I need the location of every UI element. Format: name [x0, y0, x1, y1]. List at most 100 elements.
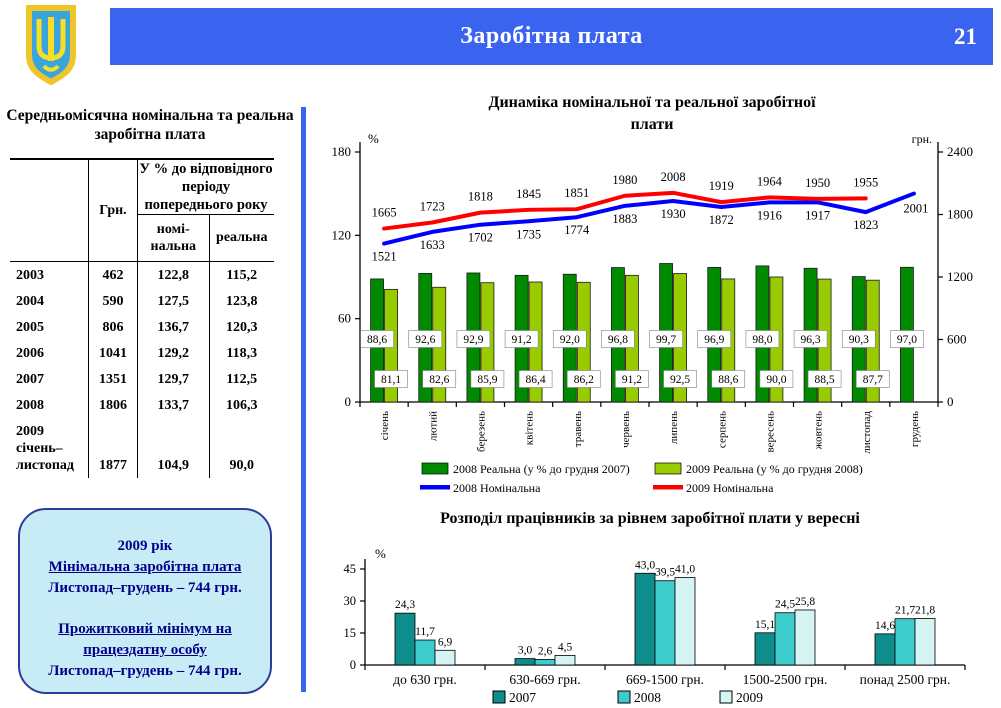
bar-label: 91,2	[512, 334, 532, 346]
cell-year: 2005	[16, 320, 44, 335]
bar	[754, 632, 776, 666]
line	[382, 190, 868, 231]
corner-cell	[10, 159, 89, 262]
y-axis-unit-label: %	[375, 546, 386, 561]
category-label: 630-669 грн.	[509, 672, 580, 687]
bar-label-box	[855, 370, 890, 388]
month-label: лютий	[427, 411, 439, 441]
category-labels: до 630 грн. 630-669 грн. 669-1500 грн. 1500…	[393, 672, 950, 687]
cell-real: 115,2	[209, 261, 274, 288]
line-label: 1818	[468, 190, 493, 204]
bar-label-box	[422, 370, 457, 388]
minimum-wage-info-box: 2009 рік Мінімальна заробітна плата Лист…	[18, 508, 272, 694]
bar-label: 39,5	[655, 567, 675, 579]
bar	[654, 580, 676, 666]
y-axis-tick-label: 45	[344, 562, 357, 576]
legend-line-swatch	[653, 485, 683, 490]
cell-nominal: 133,7	[137, 392, 210, 418]
line	[382, 191, 916, 246]
left-axis-unit-label: %	[368, 131, 379, 146]
month-label: квітень	[524, 411, 536, 445]
cell-hrn: 1877	[88, 418, 138, 478]
avg-wage-table: Грн. У % до відповідного періоду поперед…	[10, 158, 274, 478]
left-axis-tick-label: 60	[338, 311, 351, 326]
bar-label: 21,7	[895, 605, 915, 617]
bar-label-box	[518, 370, 553, 388]
bar-label: 24,5	[775, 599, 795, 611]
line-label: 2001	[903, 202, 928, 216]
month-labels: січень лютий березень квітень травень червень…	[379, 411, 921, 454]
category-label: 669-1500 грн.	[626, 672, 704, 687]
right-axis-tick-label: 1200	[947, 269, 973, 284]
table-row: 2006 1041 129,2 118,3	[10, 340, 274, 366]
month-label: жовтень	[813, 411, 825, 450]
legend: 2008 Реальна (у % до грудня 2007) 2009 Ре…	[420, 462, 863, 495]
bar-label-box	[759, 370, 794, 388]
bar-label: 97,0	[897, 334, 917, 346]
category-label: понад 2500 грн.	[860, 672, 951, 687]
bar-label-box	[360, 330, 394, 348]
line-label: 1851	[564, 186, 589, 200]
bar-label-box	[456, 330, 491, 348]
table-row: 2007 1351 129,7 112,5	[10, 366, 274, 392]
bar-label-box	[374, 370, 408, 388]
bar	[554, 654, 576, 666]
right-axis-tick-label: 600	[947, 332, 967, 347]
bar-label-box	[470, 370, 505, 388]
bar-label: 24,3	[395, 599, 415, 611]
info-line-min-wage-value: Листопад–грудень – 744 грн.	[48, 580, 242, 596]
cell-hrn: 1041	[88, 340, 138, 366]
line-label: 1917	[805, 208, 830, 222]
bar-label: 41,0	[675, 564, 695, 576]
cell-hrn: 1806	[88, 392, 138, 418]
cell-real: 120,3	[226, 320, 258, 335]
month-label: серпень	[716, 411, 728, 448]
line-label: 1955	[853, 175, 878, 189]
bar-label: 87,7	[863, 374, 883, 386]
line-label: 1872	[709, 213, 734, 227]
month-label: вересень	[764, 411, 776, 452]
bar	[914, 618, 936, 666]
line-label: 1774	[564, 223, 590, 237]
legend-swatch	[492, 690, 506, 704]
bar-label-box	[504, 330, 539, 348]
legend: 2007 2008 2009	[492, 690, 763, 705]
legend-label: 2009	[736, 690, 763, 705]
bar-label: 21,8	[915, 604, 935, 616]
bar-value-labels: 88,6 92,6 92,9 91,2 92,0 96,8 99,7 96,9 98,0 96,3…	[360, 330, 924, 388]
wage-distribution-chart-title: Розподіл працівників за рівнем заробітно…	[440, 510, 860, 527]
bar	[414, 639, 436, 666]
legend-swatch	[421, 462, 449, 475]
cell-nominal: 136,7	[137, 314, 210, 340]
wage-dynamics-chart-title: Динаміка номінальної та реальної заробіт…	[488, 94, 816, 133]
cell-hrn: 462	[88, 261, 138, 288]
line-label: 1735	[516, 227, 541, 241]
bar-label: 92,0	[560, 334, 580, 346]
line-label: 1521	[372, 250, 397, 264]
bar-label: 88,6	[718, 374, 738, 386]
distribution-bars: 24,3 3,0 43,0 15,1 14,6 11,7 2,6 39,5 24,5 21,7 6,…	[394, 559, 936, 666]
ukraine-coat-of-arms-icon	[26, 5, 76, 85]
month-label: липень	[668, 411, 680, 444]
line-label: 1823	[853, 218, 878, 232]
table-subheader-row: номі­нальна реальна	[10, 214, 274, 262]
bar-label: 25,8	[795, 596, 815, 608]
info-line-subsistence: Прожитковий мінімум на працездатну особу	[58, 621, 232, 658]
legend-swatch	[617, 690, 631, 704]
bar	[634, 572, 656, 666]
cell-real: 112,5	[226, 372, 258, 387]
bar-label-box	[408, 330, 443, 348]
month-label: травень	[572, 411, 584, 447]
bar	[894, 618, 916, 666]
right-axis-unit-label: грн.	[912, 132, 932, 146]
bar	[514, 658, 536, 666]
left-axis-tick-label: 0	[345, 394, 352, 409]
info-line-min-wage: Мінімальна заробітна плата	[48, 559, 242, 575]
cell-real: 90,0	[229, 458, 255, 473]
table-header-row: Грн. У % до відповідного періоду поперед…	[10, 159, 274, 262]
bar-label-box	[841, 330, 876, 348]
cell-hrn: 806	[88, 314, 138, 340]
cell-hrn: 1351	[88, 366, 138, 392]
bar-label: 88,6	[367, 334, 387, 346]
